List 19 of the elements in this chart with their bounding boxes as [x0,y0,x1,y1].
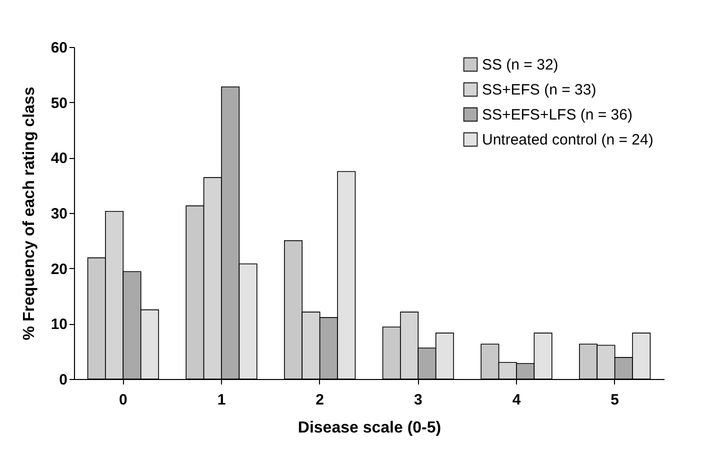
y-axis-title: % Frequency of each rating class [20,86,38,340]
x-tick-label: 0 [118,392,128,408]
y-tick-label: 40 [50,150,68,168]
x-tick-label: 4 [512,392,522,408]
y-tick-label: 30 [50,206,68,222]
y-tick-label: 10 [50,316,68,334]
y-tick-label: 50 [50,94,68,112]
legend-label: SS+EFS+LFS (n = 36) [482,106,632,124]
y-tick-label: 60 [50,40,68,56]
x-tick-label: 3 [414,392,422,408]
legend-label: SS+EFS (n = 33) [482,82,596,98]
x-tick-label: 5 [610,392,620,408]
y-tick-label: 0 [59,372,68,388]
legend-label: Untreated control (n = 24) [482,132,654,148]
legend-label: SS (n = 32) [482,56,558,74]
x-axis-title: Disease scale (0-5) [298,420,442,436]
x-tick-label: 2 [316,392,324,408]
y-tick-label: 20 [50,260,68,278]
x-tick-label: 1 [217,392,226,408]
